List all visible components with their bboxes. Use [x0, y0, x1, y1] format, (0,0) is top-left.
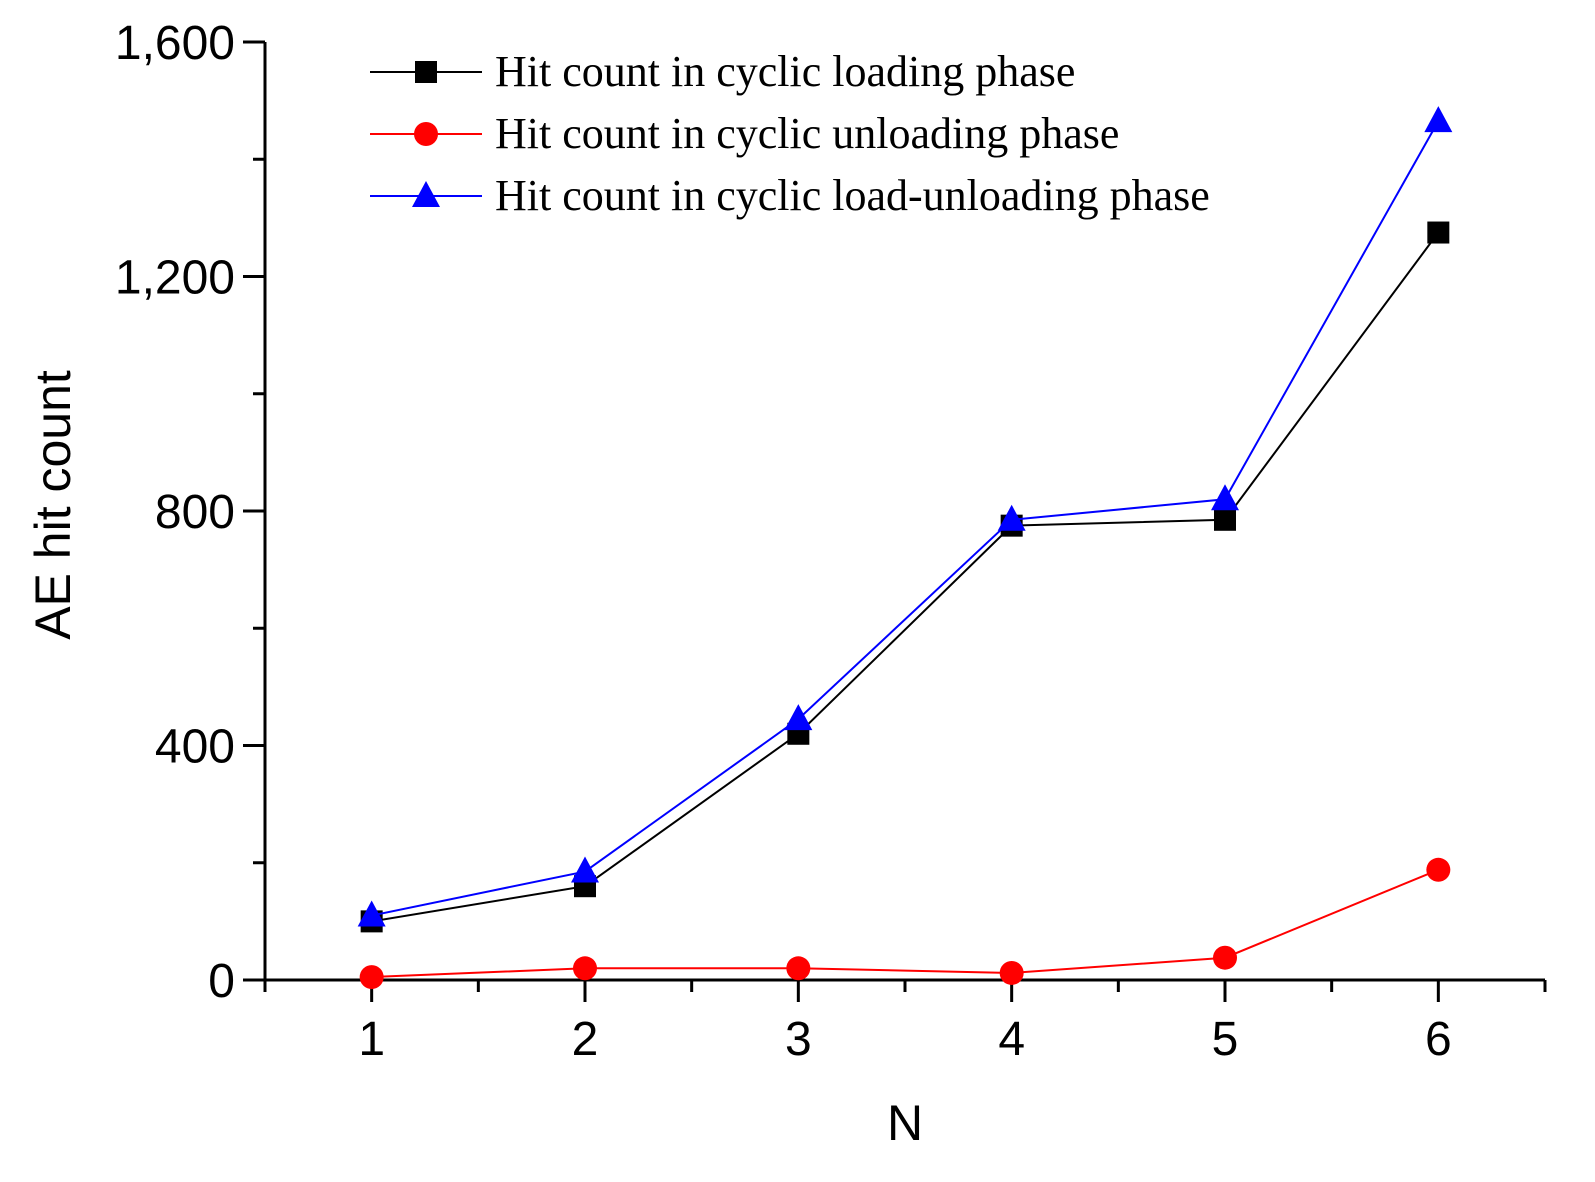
- y-tick-label: 1,600: [115, 17, 235, 70]
- data-point: [1213, 945, 1237, 970]
- axes-layer: 0 400 800 1,200 1,600 1 2 3 4 5 6: [115, 17, 1547, 1066]
- data-point: [571, 856, 599, 883]
- data-point: [1424, 106, 1453, 133]
- series-line: [371, 868, 1439, 979]
- legend-marker: [415, 61, 437, 83]
- x-axis-title: N: [887, 1095, 923, 1151]
- legend-item-2: Hit count in cyclic unloading phase: [370, 109, 1119, 158]
- legend-item-1: Hit count in cyclic loading phase: [370, 47, 1075, 96]
- data-point: [784, 704, 813, 731]
- series-layer: [357, 106, 1453, 990]
- series-1: [360, 221, 1450, 933]
- data-point: [999, 960, 1024, 985]
- x-tick-label: 4: [998, 1013, 1025, 1066]
- y-axis-title: AE hit count: [25, 370, 81, 640]
- data-point: [1214, 508, 1236, 531]
- series-line: [371, 231, 1440, 923]
- series-3: [357, 106, 1453, 927]
- legend-label: Hit count in cyclic unloading phase: [495, 109, 1119, 158]
- data-point: [573, 956, 597, 981]
- legend-label: Hit count in cyclic load-unloading phase: [495, 171, 1210, 220]
- series-2: [359, 857, 1451, 990]
- legend-marker: [412, 181, 440, 207]
- y-tick-label: 0: [208, 955, 235, 1008]
- data-point: [786, 956, 811, 981]
- legend-marker: [414, 122, 438, 146]
- x-tick-label: 2: [572, 1013, 599, 1066]
- series-line: [371, 120, 1440, 917]
- x-tick-label: 6: [1425, 1013, 1452, 1066]
- data-point: [1426, 857, 1451, 882]
- y-tick-label: 1,200: [115, 252, 235, 305]
- data-point: [1427, 221, 1450, 244]
- x-tick-label: 3: [785, 1013, 812, 1066]
- legend: Hit count in cyclic loading phase Hit cou…: [370, 47, 1210, 220]
- x-tick-label: 5: [1212, 1013, 1239, 1066]
- x-tick-label: 1: [358, 1013, 385, 1066]
- y-tick-label: 800: [155, 486, 235, 539]
- data-point: [997, 504, 1026, 531]
- y-tick-label: 400: [155, 721, 235, 774]
- legend-label: Hit count in cyclic loading phase: [495, 47, 1075, 96]
- legend-item-3: Hit count in cyclic load-unloading phase: [370, 171, 1210, 220]
- data-point: [1211, 484, 1239, 511]
- data-point: [357, 900, 386, 927]
- data-point: [359, 965, 384, 990]
